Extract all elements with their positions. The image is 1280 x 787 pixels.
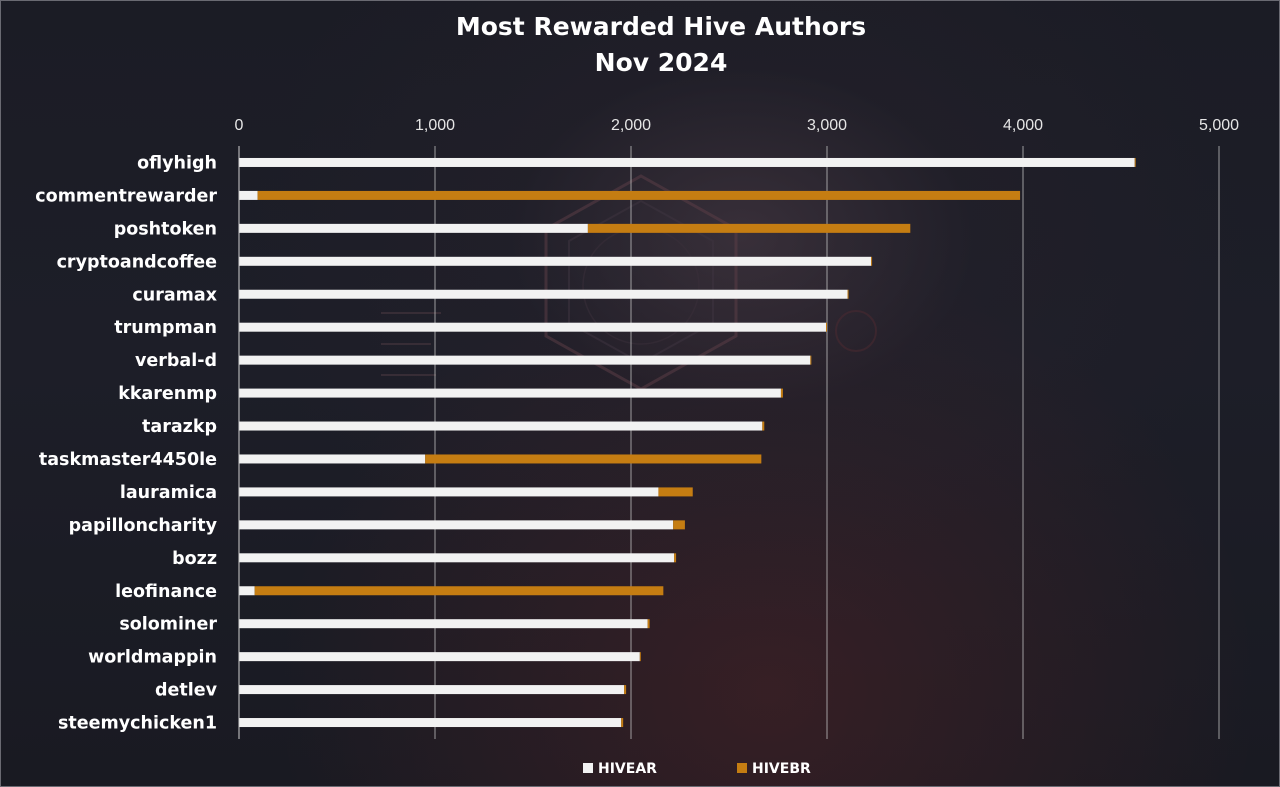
- legend: HIVEAR HIVEBR: [583, 761, 811, 777]
- category-label: solominer: [119, 615, 217, 635]
- category-label: poshtoken: [114, 219, 217, 239]
- bar-hivebr: [826, 322, 827, 332]
- bar-hivear: [239, 619, 648, 629]
- bar-hivear: [239, 487, 659, 497]
- category-label: oflyhigh: [137, 153, 217, 173]
- x-tick-label: 5,000: [1199, 117, 1239, 134]
- bar-hivebr: [673, 520, 685, 530]
- chart-title: Most Rewarded Hive Authors: [456, 12, 866, 41]
- bar-hivebr: [1134, 157, 1136, 167]
- bar-hivebr: [257, 190, 1021, 200]
- bar-hivear: [239, 553, 675, 563]
- bar-hivebr: [647, 619, 650, 629]
- category-label: lauramica: [120, 483, 217, 503]
- category-label: verbal-d: [135, 351, 217, 371]
- bar-hivear: [239, 157, 1135, 167]
- bar-hivear: [239, 586, 255, 596]
- bar-hivear: [239, 520, 674, 530]
- x-tick-label: 3,000: [807, 117, 847, 134]
- category-label: worldmappin: [88, 648, 217, 668]
- bar-hivear: [239, 256, 872, 266]
- bar-hivebr: [254, 586, 664, 596]
- bar-hivebr: [658, 487, 693, 497]
- x-tick-label: 2,000: [611, 117, 651, 134]
- category-label: taskmaster4450le: [39, 450, 217, 470]
- category-label: papilloncharity: [69, 516, 218, 536]
- category-label: tarazkp: [142, 417, 217, 437]
- bar-hivear: [239, 223, 588, 233]
- category-label: trumpman: [114, 318, 217, 338]
- bar-hivebr: [425, 454, 762, 464]
- bar-hivebr: [762, 421, 765, 431]
- x-tick-label: 1,000: [415, 117, 455, 134]
- bar-hivear: [239, 355, 811, 365]
- bar-hivebr: [810, 355, 812, 365]
- legend-label: HIVEAR: [598, 761, 657, 777]
- category-label: cryptoandcoffee: [57, 252, 218, 272]
- bar-hivear: [239, 685, 625, 695]
- x-tick-label: 0: [235, 117, 244, 134]
- x-tick-label: 4,000: [1003, 117, 1043, 134]
- bar-hivebr: [621, 718, 624, 728]
- bar-hivebr: [587, 223, 911, 233]
- category-label: detlev: [155, 681, 218, 701]
- category-label: bozz: [172, 549, 217, 569]
- bar-hivear: [239, 388, 781, 398]
- bar-hivear: [239, 421, 763, 431]
- bar-hivear: [239, 454, 426, 464]
- legend-swatch: [583, 763, 593, 773]
- bar-hivebr: [780, 388, 783, 398]
- category-label: commentrewarder: [35, 186, 217, 206]
- category-label: curamax: [132, 285, 217, 305]
- bar-hivebr: [639, 652, 641, 662]
- bar-hivebr: [624, 685, 627, 695]
- chart-subtitle: Nov 2024: [595, 48, 728, 77]
- bar-hivear: [239, 718, 622, 728]
- bar-hivebr: [847, 289, 849, 299]
- bar-hivear: [239, 652, 640, 662]
- bar-hivear: [239, 322, 827, 332]
- legend-label: HIVEBR: [752, 761, 811, 777]
- legend-swatch: [737, 763, 747, 773]
- gridlines: [434, 146, 1220, 739]
- category-label: steemychicken1: [58, 714, 217, 734]
- bar-hivear: [239, 190, 258, 200]
- bars: [239, 157, 1136, 728]
- bar-hivebr: [871, 256, 873, 266]
- x-axis-ticks: 0 1,000 2,000 3,000 4,000 5,000: [235, 117, 1240, 134]
- category-label: leofinance: [115, 582, 217, 602]
- category-labels: oflyhigh commentrewarder poshtoken cryptoan…: [35, 153, 217, 733]
- category-label: kkarenmp: [118, 384, 217, 404]
- bar-hivebr: [674, 553, 677, 563]
- bar-hivear: [239, 289, 848, 299]
